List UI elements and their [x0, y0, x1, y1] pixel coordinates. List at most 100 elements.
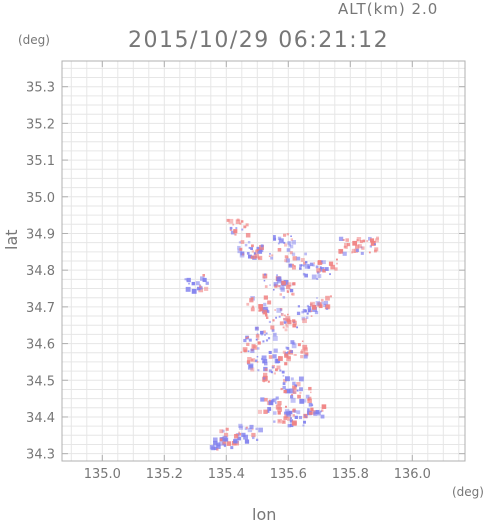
reflectivity-cell	[247, 357, 252, 362]
x-tick-label: 135.8	[332, 467, 369, 482]
reflectivity-cell	[302, 264, 305, 267]
reflectivity-cell	[342, 251, 347, 256]
reflectivity-cell	[310, 407, 314, 411]
reflectivity-cell	[249, 298, 254, 303]
reflectivity-cell	[292, 282, 296, 286]
reflectivity-cell	[287, 241, 291, 245]
reflectivity-cell	[251, 436, 255, 440]
reflectivity-cell	[302, 318, 307, 324]
reflectivity-cell	[287, 282, 292, 287]
y-axis-unit: (deg)	[18, 33, 50, 47]
reflectivity-cell	[278, 356, 283, 361]
reflectivity-cell	[293, 354, 296, 356]
reflectivity-cell	[273, 372, 276, 375]
reflectivity-cell	[273, 348, 278, 353]
reflectivity-cell	[282, 382, 286, 386]
reflectivity-cell	[271, 328, 275, 332]
reflectivity-cell	[262, 377, 266, 380]
reflectivity-cell	[267, 337, 271, 340]
reflectivity-cell	[278, 285, 281, 288]
reflectivity-patches	[184, 218, 380, 451]
reflectivity-cell	[303, 414, 306, 417]
reflectivity-cell	[233, 438, 239, 444]
reflectivity-cell	[281, 280, 284, 283]
reflectivity-cell	[219, 441, 224, 446]
reflectivity-cell	[280, 313, 284, 316]
reflectivity-cell	[233, 229, 238, 234]
reflectivity-cell	[319, 267, 325, 272]
reflectivity-cell	[361, 246, 365, 250]
reflectivity-patch	[237, 423, 263, 444]
reflectivity-cell	[319, 266, 322, 268]
reflectivity-cell	[302, 344, 308, 350]
reflectivity-cell	[268, 369, 272, 373]
reflectivity-cell	[219, 438, 223, 442]
reflectivity-cell	[283, 411, 287, 415]
reflectivity-cell	[223, 444, 227, 448]
reflectivity-cell	[345, 238, 349, 242]
reflectivity-cell	[270, 325, 275, 330]
reflectivity-cell	[284, 255, 288, 259]
reflectivity-cell	[257, 369, 260, 372]
reflectivity-cell	[245, 232, 251, 238]
reflectivity-cell	[266, 410, 270, 413]
reflectivity-cell	[282, 385, 286, 390]
reflectivity-cell	[254, 253, 260, 259]
reflectivity-cell	[300, 349, 306, 354]
reflectivity-cell	[238, 241, 241, 244]
x-tick-label: 135.4	[208, 467, 245, 482]
reflectivity-cell	[352, 240, 358, 246]
reflectivity-cell	[250, 367, 255, 372]
reflectivity-cell	[300, 354, 304, 359]
reflectivity-cell	[286, 248, 291, 252]
reflectivity-cell	[373, 249, 377, 253]
reflectivity-cell	[305, 352, 309, 356]
reflectivity-cell	[281, 240, 284, 242]
reflectivity-cell	[202, 274, 206, 277]
reflectivity-cell	[254, 359, 258, 363]
reflectivity-cell	[268, 400, 274, 406]
reflectivity-cell	[258, 309, 261, 312]
reflectivity-cell	[283, 280, 289, 285]
reflectivity-cell	[278, 238, 284, 244]
reflectivity-cell	[342, 238, 345, 241]
reflectivity-cell	[267, 380, 270, 383]
reflectivity-cell	[239, 222, 242, 225]
reflectivity-patch	[184, 274, 209, 294]
reflectivity-cell	[311, 404, 314, 406]
reflectivity-cell	[323, 300, 329, 306]
reflectivity-cell	[294, 415, 298, 419]
reflectivity-cell	[259, 307, 264, 311]
reflectivity-cell	[279, 369, 282, 372]
reflectivity-cell	[302, 424, 305, 427]
reflectivity-cell	[260, 244, 264, 248]
reflectivity-cell	[275, 402, 277, 404]
reflectivity-cell	[287, 319, 292, 325]
reflectivity-cell	[265, 316, 269, 319]
reflectivity-cell	[223, 432, 229, 438]
reflectivity-cell	[279, 307, 283, 311]
grid-lines	[62, 61, 465, 461]
reflectivity-patch	[316, 258, 338, 276]
y-tick-label: 34.4	[26, 411, 55, 426]
reflectivity-cell	[316, 268, 321, 273]
reflectivity-cell	[209, 444, 215, 450]
reflectivity-cell	[315, 265, 319, 269]
reflectivity-patch	[285, 340, 309, 359]
reflectivity-cell	[325, 304, 331, 309]
reflectivity-cell	[280, 387, 283, 391]
reflectivity-cell	[265, 332, 268, 335]
reflectivity-cell	[216, 442, 221, 447]
reflectivity-cell	[229, 228, 232, 231]
reflectivity-cell	[284, 362, 288, 366]
reflectivity-cell	[292, 414, 295, 417]
reflectivity-cell	[248, 246, 251, 249]
reflectivity-cell	[281, 280, 286, 286]
reflectivity-cell	[370, 240, 376, 246]
reflectivity-cell	[290, 393, 294, 396]
reflectivity-cell	[286, 233, 290, 236]
reflectivity-cell	[287, 351, 291, 355]
reflectivity-cell	[236, 218, 240, 222]
reflectivity-cell	[296, 381, 301, 387]
reflectivity-cell	[304, 273, 308, 278]
